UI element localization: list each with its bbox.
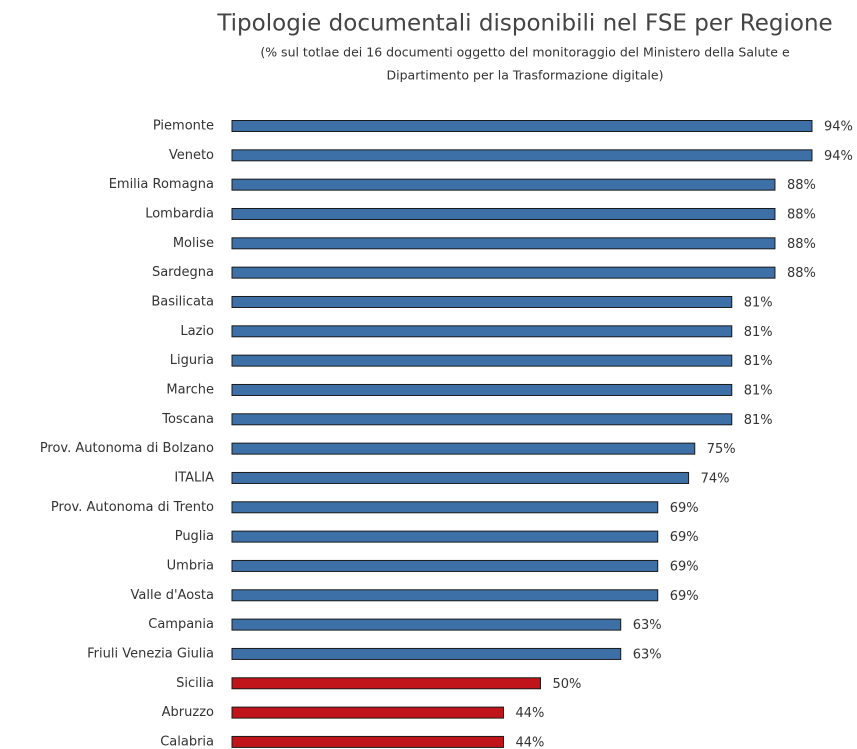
y-tick-label: Molise xyxy=(173,236,214,251)
bar xyxy=(231,618,622,631)
y-tick-label: Sicilia xyxy=(176,676,214,691)
y-tick-label: Basilicata xyxy=(151,294,214,309)
y-tick-label: Emilia Romagna xyxy=(109,177,214,192)
bar xyxy=(231,559,659,572)
data-label: 81% xyxy=(744,383,773,398)
chart-subtitle: Dipartimento per la Trasformazione digit… xyxy=(387,68,664,83)
data-label: 94% xyxy=(824,120,853,135)
y-tick-label: Lombardia xyxy=(145,206,214,221)
data-label: 88% xyxy=(787,266,816,281)
y-tick-label: Puglia xyxy=(175,529,214,544)
data-label: 69% xyxy=(670,589,699,604)
y-tick-label: ITALIA xyxy=(174,470,214,485)
bar xyxy=(231,501,659,514)
data-label: 81% xyxy=(744,295,773,310)
y-tick-label: Veneto xyxy=(169,148,214,163)
bar xyxy=(231,530,659,543)
bar xyxy=(231,589,659,602)
data-label: 69% xyxy=(670,559,699,574)
bar xyxy=(231,383,733,396)
y-tick-label: Prov. Autonoma di Trento xyxy=(51,500,214,515)
y-tick-label: Piemonte xyxy=(153,119,214,134)
data-label: 88% xyxy=(787,178,816,193)
bar xyxy=(231,471,690,484)
data-label: 81% xyxy=(744,325,773,340)
data-label: 63% xyxy=(633,647,662,662)
data-label: 44% xyxy=(515,735,544,749)
y-tick-label: Valle d'Aosta xyxy=(131,588,214,603)
data-label: 50% xyxy=(553,677,582,692)
bar xyxy=(231,325,733,338)
bar xyxy=(231,120,813,132)
data-label: 75% xyxy=(707,442,736,457)
bar xyxy=(231,647,622,660)
bar xyxy=(231,735,504,748)
y-tick-label: Abruzzo xyxy=(162,705,214,720)
bar xyxy=(231,295,733,308)
data-label: 74% xyxy=(701,471,730,486)
bar xyxy=(231,178,776,191)
data-label: 88% xyxy=(787,237,816,252)
y-tick-label: Sardegna xyxy=(152,265,214,280)
bar xyxy=(231,207,776,220)
bar xyxy=(231,442,696,455)
chart-subtitle: (% sul totlae dei 16 documenti oggetto d… xyxy=(260,45,790,60)
y-tick-label: Toscana xyxy=(161,412,214,427)
data-label: 44% xyxy=(515,706,544,721)
data-label: 94% xyxy=(824,149,853,164)
bar xyxy=(231,354,733,367)
bar xyxy=(231,706,504,719)
y-tick-label: Prov. Autonoma di Bolzano xyxy=(40,441,214,456)
bar xyxy=(231,413,733,426)
y-tick-label: Marche xyxy=(166,382,214,397)
data-label: 69% xyxy=(670,530,699,545)
y-tick-label: Umbria xyxy=(167,558,214,573)
data-label: 88% xyxy=(787,207,816,222)
y-tick-label: Campania xyxy=(148,617,214,632)
bar xyxy=(231,677,541,690)
y-tick-label: Friuli Venezia Giulia xyxy=(87,646,214,661)
bar xyxy=(231,237,776,250)
data-label: 63% xyxy=(633,618,662,633)
data-label: 81% xyxy=(744,354,773,369)
data-label: 81% xyxy=(744,413,773,428)
bar xyxy=(231,149,813,162)
chart-title: Tipologie documentali disponibili nel FS… xyxy=(216,11,832,37)
y-tick-label: Calabria xyxy=(160,734,214,749)
y-tick-label: Lazio xyxy=(180,324,214,339)
bar xyxy=(231,266,776,279)
data-label: 69% xyxy=(670,501,699,516)
y-tick-label: Liguria xyxy=(170,353,214,368)
